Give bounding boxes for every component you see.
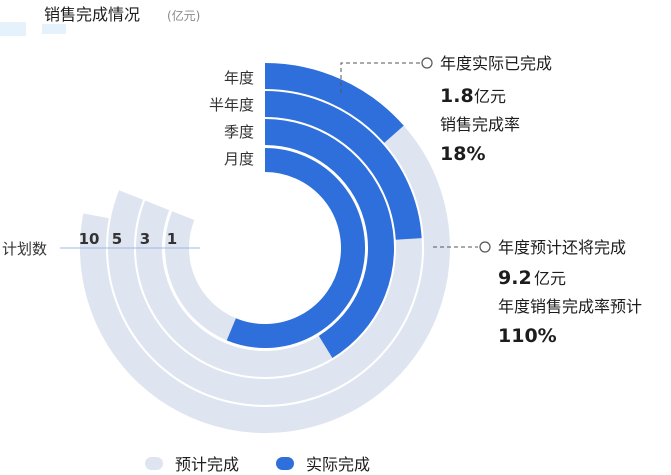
forecast-leader-dot [479, 241, 491, 253]
ring-actual-arc-3 [226, 148, 365, 348]
legend-label-actual: 实际完成 [306, 455, 370, 474]
ring-label-annual: 年度 [224, 69, 254, 87]
legend-swatch-expected [145, 457, 163, 470]
ring-expected-arc-0 [80, 125, 450, 433]
ring-label-half-year: 半年度 [209, 96, 254, 114]
actual-value: 1.8 [440, 85, 474, 107]
forecast-label: 年度预计还将完成 [498, 238, 626, 257]
decorative-shape [42, 24, 66, 34]
legend-label-expected: 预计完成 [175, 455, 239, 474]
plan-value-annual: 10 [79, 230, 100, 248]
ring-actual-arc-0 [264, 63, 404, 144]
ring-label-month: 月度 [224, 150, 254, 168]
forecast-rate: 110% [498, 325, 557, 347]
ring-actual-arc-1 [264, 91, 422, 241]
plan-value-half-year: 5 [112, 230, 122, 248]
plan-value-month: 1 [167, 230, 177, 248]
ring-expected-arc-2 [136, 200, 333, 377]
actual-rate: 18% [440, 143, 485, 165]
forecast-unit: 亿元 [534, 269, 566, 288]
chart-unit: (亿元) [167, 8, 200, 23]
ring-expected-arc-3 [165, 211, 237, 341]
actual-label: 年度实际已完成 [440, 54, 552, 73]
decorative-shape [0, 22, 26, 36]
plan-value-quarter: 3 [140, 230, 150, 248]
actual-unit: 亿元 [474, 87, 506, 106]
forecast-value: 9.2 [498, 267, 532, 289]
actual-leader-line [340, 62, 420, 93]
chart-title: 销售完成情况 [44, 5, 140, 24]
forecast-rate-label: 年度销售完成率预计 [498, 297, 642, 316]
actual-leader-dot [421, 57, 433, 69]
ring-actual-arc-2 [264, 119, 394, 358]
legend-swatch-actual [276, 457, 294, 470]
ring-expected-arc-1 [108, 190, 422, 405]
rings [80, 63, 450, 433]
actual-rate-label: 销售完成率 [440, 115, 520, 134]
plan-axis-label: 计划数 [2, 240, 47, 258]
ring-label-quarter: 季度 [224, 123, 254, 141]
